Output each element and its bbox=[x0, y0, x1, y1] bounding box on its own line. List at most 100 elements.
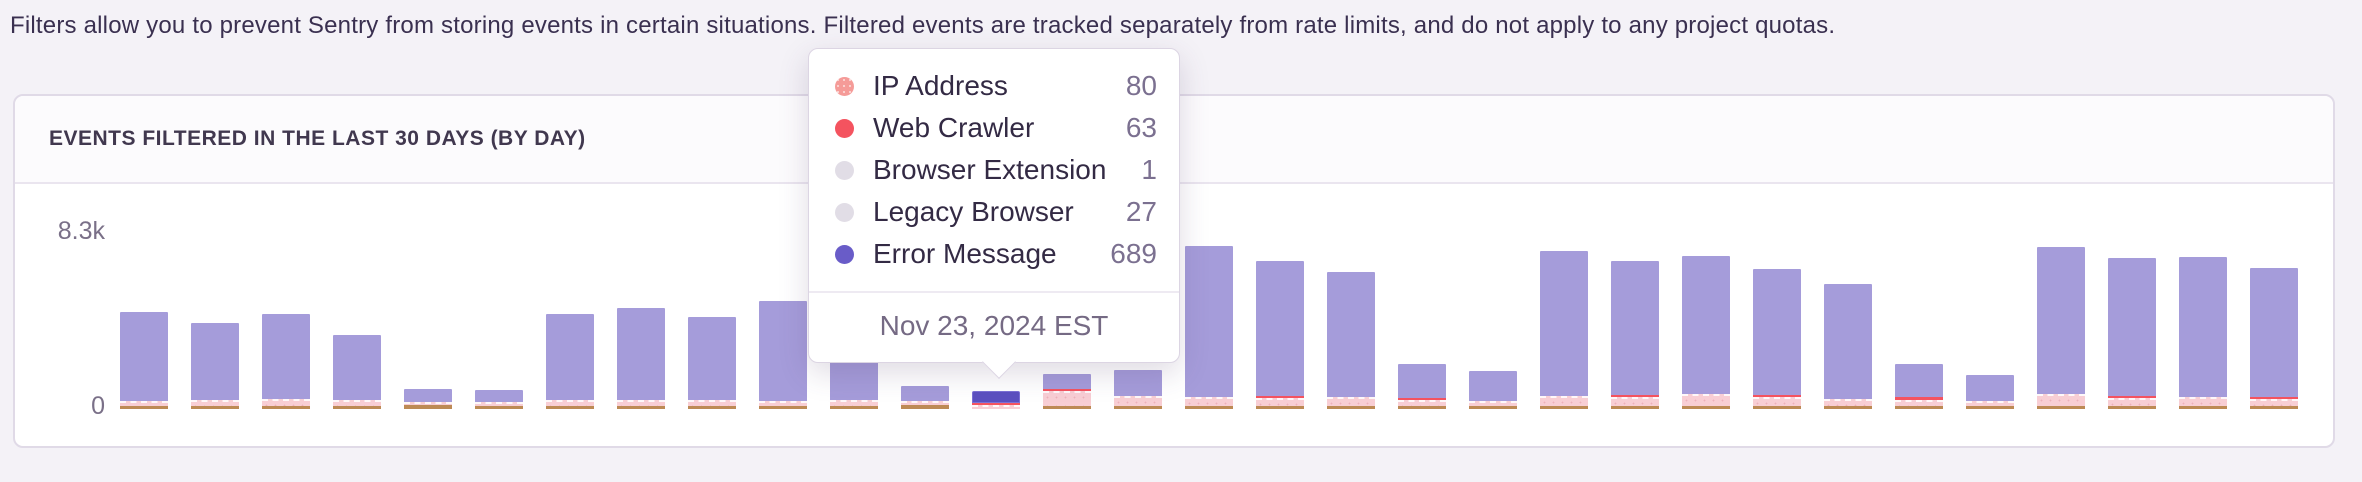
chart-bar[interactable] bbox=[333, 335, 381, 409]
chart-bar[interactable] bbox=[1611, 261, 1659, 409]
bar-segment-red bbox=[1043, 389, 1091, 391]
chart-bar[interactable] bbox=[2250, 268, 2298, 409]
bar-segment-purple bbox=[475, 390, 523, 402]
bar-segment-pink bbox=[1114, 396, 1162, 406]
bar-segment-purple bbox=[1185, 246, 1233, 397]
bar-segment-tan bbox=[333, 406, 381, 409]
bar-segment-pink bbox=[1256, 398, 1304, 406]
y-axis-zero-label: 0 bbox=[91, 392, 105, 420]
chart-bar[interactable] bbox=[1469, 371, 1517, 409]
chart-bar-highlighted[interactable] bbox=[972, 391, 1020, 409]
chart-bar[interactable] bbox=[1753, 269, 1801, 409]
chart-bar[interactable] bbox=[617, 308, 665, 409]
tooltip-date: Nov 23, 2024 EST bbox=[809, 291, 1179, 362]
bar-segment-red bbox=[2108, 396, 2156, 398]
filters-description-text: Filters allow you to prevent Sentry from… bbox=[10, 12, 1836, 39]
bar-segment-tan bbox=[1469, 406, 1517, 409]
bar-segment-tan bbox=[688, 406, 736, 409]
chart-bar[interactable] bbox=[1185, 246, 1233, 409]
bar-segment-pink bbox=[262, 399, 310, 406]
chart-bar[interactable] bbox=[1540, 251, 1588, 409]
chart-tooltip: IP Address 80 Web Crawler 63 Browser Extensi… bbox=[808, 48, 1180, 379]
bar-segment-red bbox=[1753, 395, 1801, 397]
bar-segment-purple bbox=[1469, 371, 1517, 401]
bar-segment-pink bbox=[2108, 398, 2156, 406]
bar-segment-tan bbox=[2108, 406, 2156, 409]
chart-bar[interactable] bbox=[1398, 364, 1446, 409]
bar-segment-tan bbox=[759, 406, 807, 409]
bar-segment-purple bbox=[546, 314, 594, 400]
series-color-dot bbox=[835, 118, 854, 138]
chart-bar[interactable] bbox=[475, 390, 523, 409]
bar-segment-pink bbox=[617, 400, 665, 406]
bar-segment-pink bbox=[830, 400, 878, 406]
chart-bar[interactable] bbox=[1114, 370, 1162, 409]
bar-segment-purple bbox=[1327, 272, 1375, 397]
chart-bar[interactable] bbox=[1824, 284, 1872, 409]
filtered-events-bar-chart: 8.3k 0 bbox=[15, 184, 2333, 446]
bar-segment-pink bbox=[1611, 397, 1659, 406]
bar-segment-tan bbox=[546, 406, 594, 409]
y-axis-max-label: 8.3k bbox=[57, 217, 105, 245]
chart-bar[interactable] bbox=[759, 301, 807, 409]
bar-segment-pink bbox=[546, 400, 594, 406]
bar-segment-purple bbox=[1114, 370, 1162, 396]
chart-bar[interactable] bbox=[1043, 374, 1091, 409]
chart-bar[interactable] bbox=[262, 314, 310, 409]
bar-segment-tan bbox=[1753, 406, 1801, 409]
bar-segment-purple bbox=[333, 335, 381, 400]
chart-bar[interactable] bbox=[688, 317, 736, 409]
bar-segment-pink bbox=[1895, 400, 1943, 406]
tooltip-row: Error Message 689 bbox=[835, 233, 1157, 275]
bar-segment-pink bbox=[333, 400, 381, 406]
bar-segment-purple bbox=[1043, 374, 1091, 389]
bar-segment-pink bbox=[1327, 397, 1375, 406]
bar-segment-pink bbox=[1966, 401, 2014, 406]
series-value: 27 bbox=[1125, 196, 1157, 227]
tooltip-row: Browser Extension 1 bbox=[835, 149, 1157, 191]
chart-bar[interactable] bbox=[1327, 272, 1375, 409]
bar-segment-pink bbox=[1185, 397, 1233, 406]
bar-segment-pink bbox=[1824, 399, 1872, 406]
bar-segment-purple bbox=[617, 308, 665, 400]
chart-bar[interactable] bbox=[2179, 257, 2227, 409]
bar-segment-purple bbox=[262, 314, 310, 399]
bar-segment-purple bbox=[901, 386, 949, 401]
bar-segment-pink bbox=[120, 401, 168, 406]
chart-bar[interactable] bbox=[191, 323, 239, 409]
series-color-dot bbox=[835, 244, 854, 264]
chart-bar[interactable] bbox=[1682, 256, 1730, 409]
chart-bar[interactable] bbox=[901, 386, 949, 409]
bar-segment-tan bbox=[120, 406, 168, 409]
chart-bar[interactable] bbox=[1966, 375, 2014, 409]
bar-segment-red bbox=[972, 403, 1020, 405]
bar-segment-purple bbox=[1895, 364, 1943, 397]
tooltip-row: Legacy Browser 27 bbox=[835, 191, 1157, 233]
bar-segment-tan bbox=[191, 406, 239, 409]
bar-segment-pink bbox=[1682, 394, 1730, 406]
series-label: Browser Extension bbox=[873, 154, 1107, 185]
chart-bar[interactable] bbox=[404, 389, 452, 409]
chart-bar[interactable] bbox=[2037, 247, 2085, 409]
chart-bar[interactable] bbox=[2108, 258, 2156, 409]
chart-bar[interactable] bbox=[120, 312, 168, 409]
bar-segment-pink bbox=[1469, 401, 1517, 406]
bar-segment-pink bbox=[972, 405, 1020, 409]
bar-segment-tan bbox=[1824, 406, 1872, 409]
series-label: Error Message bbox=[873, 238, 1057, 269]
bar-segment-purple bbox=[191, 323, 239, 400]
bar-segment-red bbox=[1611, 395, 1659, 397]
chart-bar[interactable] bbox=[1895, 364, 1943, 409]
tooltip-series-list: IP Address 80 Web Crawler 63 Browser Extensi… bbox=[809, 49, 1179, 291]
chart-bar[interactable] bbox=[1256, 261, 1304, 409]
series-label: IP Address bbox=[873, 70, 1008, 101]
bar-segment-pink bbox=[2179, 397, 2227, 406]
bar-segment-pink bbox=[2037, 394, 2085, 406]
bar-segment-pink bbox=[688, 400, 736, 406]
series-label: Legacy Browser bbox=[873, 196, 1074, 227]
bar-segment-pink bbox=[1398, 400, 1446, 406]
bar-segment-purple bbox=[1256, 261, 1304, 396]
chart-bar[interactable] bbox=[546, 314, 594, 409]
bar-segment-purple bbox=[688, 317, 736, 400]
tooltip-row: Web Crawler 63 bbox=[835, 107, 1157, 149]
